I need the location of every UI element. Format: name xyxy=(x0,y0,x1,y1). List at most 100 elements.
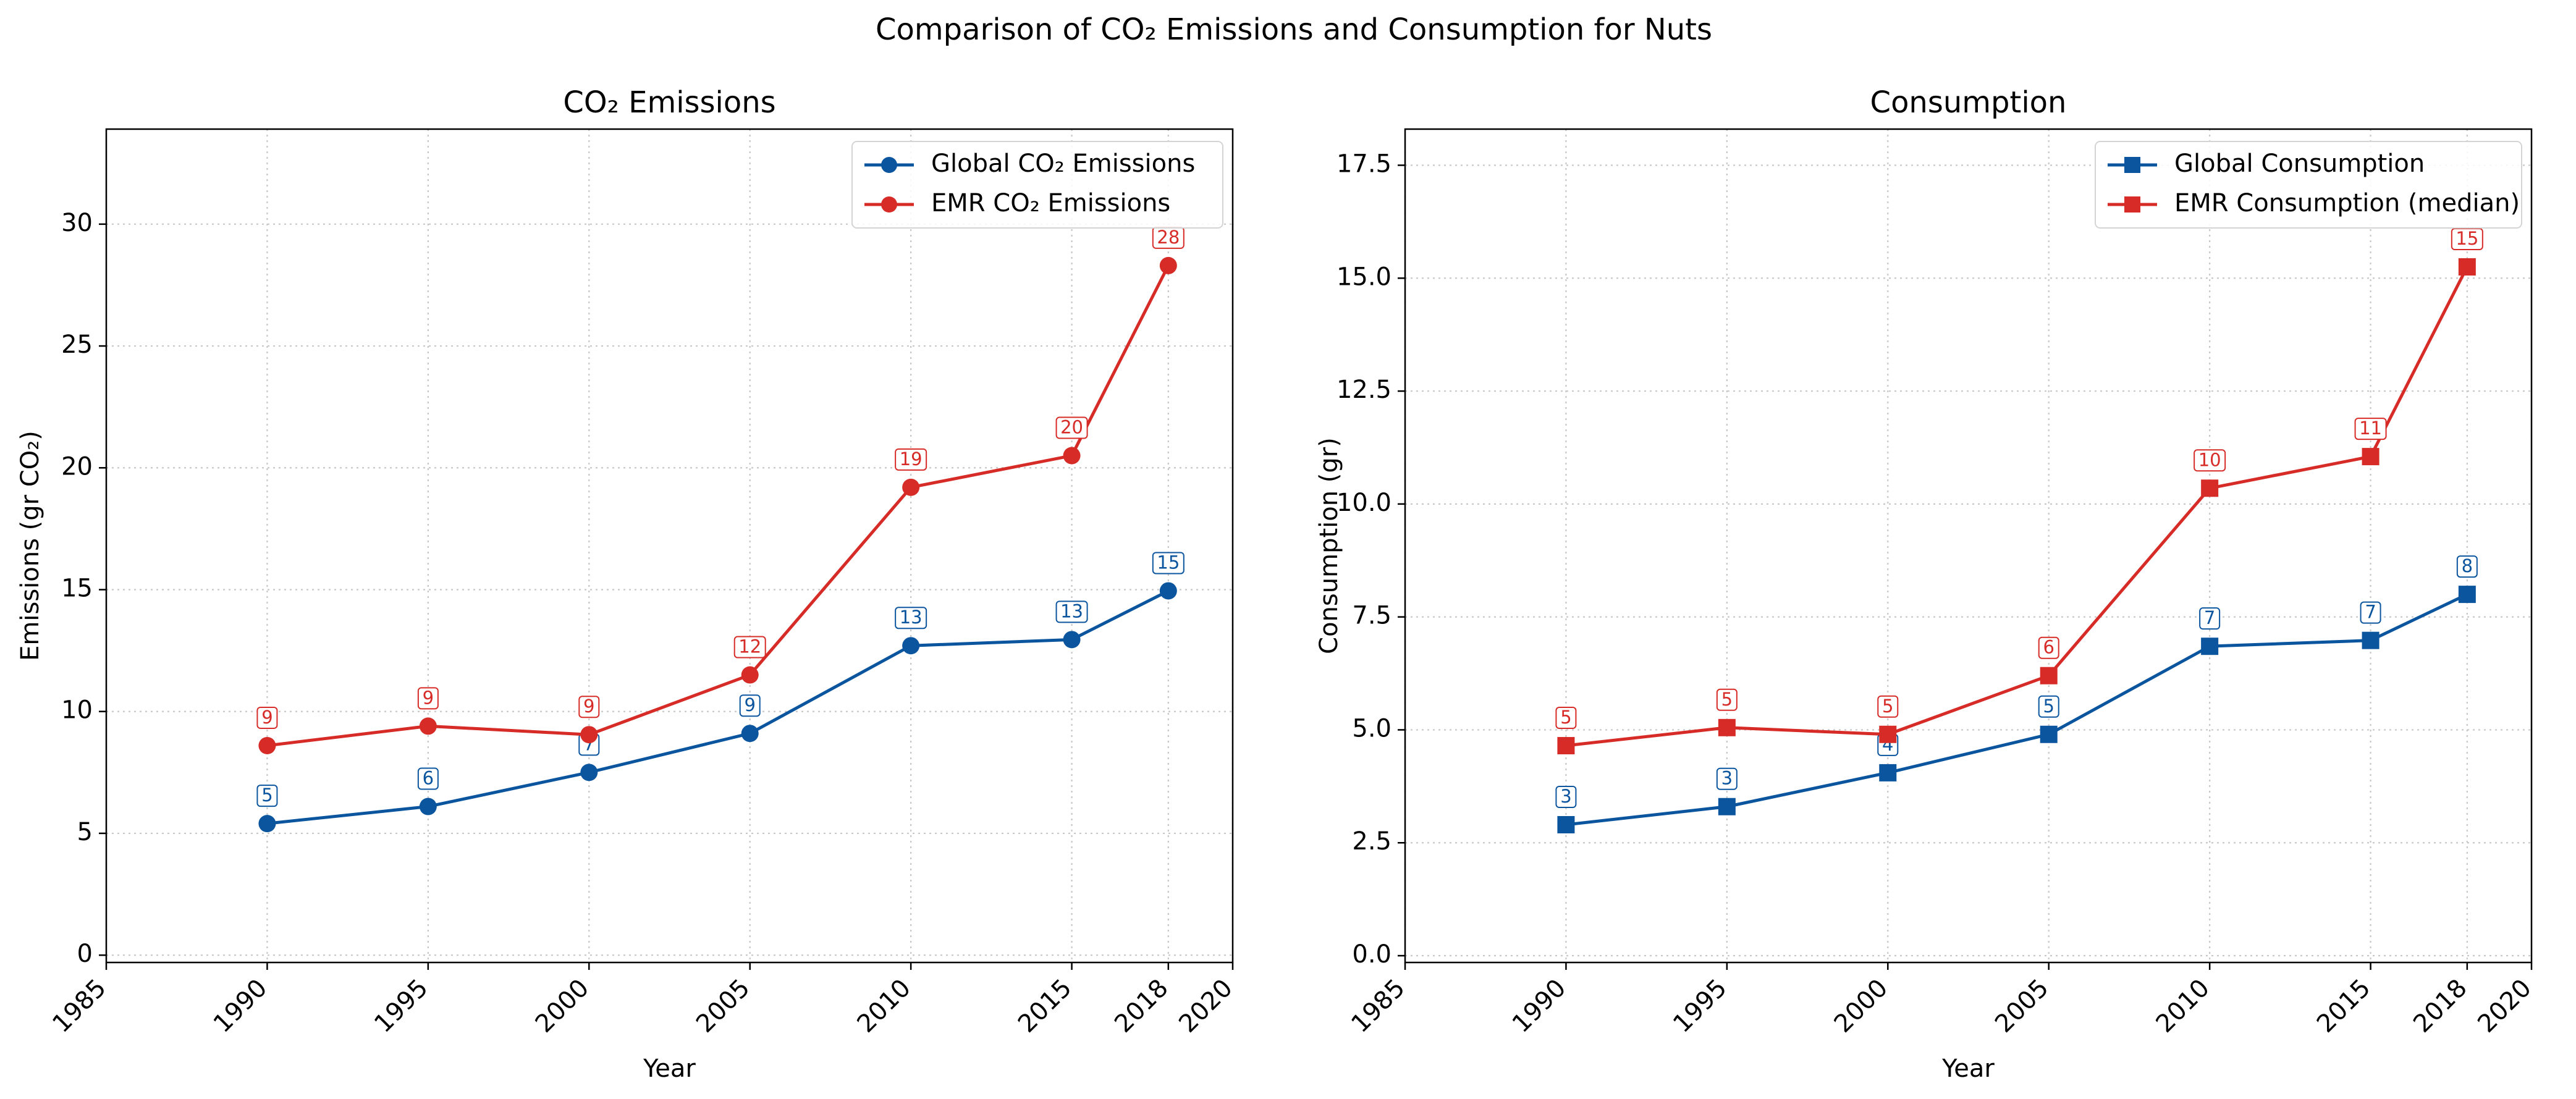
consumption-data-label: 7 xyxy=(2365,602,2376,623)
emissions-data-label-box xyxy=(895,448,927,471)
consumption-data-label-box xyxy=(2038,636,2059,659)
emissions-data-label-box xyxy=(895,607,927,630)
emissions-data-point xyxy=(580,726,598,744)
consumption-data-label: 6 xyxy=(2043,637,2054,658)
emissions-data-label: 5 xyxy=(261,785,272,806)
consumption-x-axis-label: Year xyxy=(1941,1055,1995,1083)
consumption-data-label: 7 xyxy=(2204,607,2215,628)
emissions-data-label: 12 xyxy=(738,636,761,657)
consumption-xtick-label: 2000 xyxy=(1829,974,1894,1038)
emissions-data-label-box xyxy=(417,767,439,790)
consumption-ytick-label: 7.5 xyxy=(1352,602,1391,630)
consumption-data-label: 8 xyxy=(2462,555,2473,576)
consumption-data-point xyxy=(1879,725,1897,743)
consumption-data-label-box xyxy=(2199,607,2221,630)
consumption-data-point xyxy=(1718,718,1736,736)
emissions-data-label-box xyxy=(256,706,278,729)
emissions-data-point xyxy=(258,815,276,833)
emissions-xtick-label: 2010 xyxy=(851,974,916,1038)
consumption-data-label: 10 xyxy=(2198,449,2221,470)
consumption-data-point xyxy=(2458,258,2476,276)
emissions-ytick-label: 25 xyxy=(61,331,93,359)
consumption-data-point xyxy=(1557,815,1575,833)
emissions-data-point xyxy=(741,666,759,684)
emissions-data-label-box xyxy=(739,694,761,717)
emissions-data-point xyxy=(1063,631,1081,649)
consumption-data-label: 3 xyxy=(1721,768,1733,789)
consumption-xtick-label: 2010 xyxy=(2150,974,2215,1038)
emissions-legend: Global CO₂ Emissions EMR CO₂ Emissions xyxy=(851,141,1223,229)
emissions-data-label-box xyxy=(733,636,766,659)
emissions-data-point xyxy=(902,478,920,496)
consumption-xtick-label: 2018 xyxy=(2408,974,2473,1038)
consumption-data-point xyxy=(2040,667,2058,684)
consumption-ytick-label: 17.5 xyxy=(1337,149,1391,178)
emissions-data-label-box xyxy=(417,687,439,710)
consumption-grid xyxy=(1404,129,2533,962)
emissions-ytick-label: 0 xyxy=(77,940,93,968)
consumption-xtick-label: 1990 xyxy=(1507,974,1572,1038)
consumption-chart: 1985 1990 1995 2000 2005 2010 2015 2018 2020 0.0 2… xyxy=(1315,85,2537,1083)
emissions-xtick-label: 2000 xyxy=(530,974,595,1038)
consumption-data-label: 5 xyxy=(2043,696,2054,717)
emissions-data-label: 20 xyxy=(1060,417,1083,438)
consumption-legend-label: EMR Consumption (median) xyxy=(2174,189,2520,217)
emissions-data-label-box xyxy=(578,696,600,718)
emissions-x-axis-label: Year xyxy=(643,1055,696,1083)
emissions-legend-marker xyxy=(881,157,897,173)
consumption-data-label-box xyxy=(2194,449,2226,472)
emissions-legend-label: EMR CO₂ Emissions xyxy=(931,189,1170,217)
consumption-data-point xyxy=(2362,448,2380,466)
consumption-ytick-label: 5.0 xyxy=(1352,714,1391,743)
consumption-legend-marker xyxy=(2124,157,2140,173)
consumption-legend: Global Consumption EMR Consumption (media… xyxy=(2095,141,2522,229)
emissions-ytick-label: 15 xyxy=(61,575,93,603)
consumption-data-label-box xyxy=(1555,785,1577,808)
emissions-data-point xyxy=(1159,582,1177,600)
emissions-xtick-label: 2020 xyxy=(1173,974,1238,1038)
emissions-legend-frame xyxy=(851,141,1223,229)
consumption-ytick-label: 10.0 xyxy=(1337,489,1391,517)
emissions-data-label: 28 xyxy=(1157,227,1180,248)
emissions-data-point xyxy=(741,725,759,743)
emissions-xtick-label: 2018 xyxy=(1109,974,1174,1038)
emissions-series-line xyxy=(267,264,1170,747)
emissions-data-point xyxy=(580,764,598,781)
consumption-data-point xyxy=(2040,725,2058,743)
consumption-data-point xyxy=(2362,631,2380,649)
consumption-data-point xyxy=(1557,737,1575,755)
consumption-legend-frame xyxy=(2095,141,2522,229)
consumption-series-emr: 5 5 5 6 10 11 15 xyxy=(1555,228,2483,755)
emissions-xtick-label: 1985 xyxy=(47,974,112,1038)
emissions-ytick-label: 20 xyxy=(61,452,93,481)
consumption-data-point xyxy=(2458,586,2476,604)
consumption-data-label-box xyxy=(2354,418,2387,440)
emissions-y-axis-label: Emissions (gr CO₂) xyxy=(16,431,44,661)
consumption-title: Consumption xyxy=(1870,85,2067,120)
consumption-series-line xyxy=(1566,266,2469,747)
consumption-ytick-label: 15.0 xyxy=(1337,263,1391,291)
consumption-data-label-box xyxy=(2360,601,2381,624)
consumption-data-label-box xyxy=(1877,695,1899,718)
emissions-data-point xyxy=(419,798,437,815)
emissions-data-point xyxy=(1063,447,1081,465)
consumption-xtick-label: 1995 xyxy=(1668,974,1733,1038)
consumption-ytick-label: 12.5 xyxy=(1337,376,1391,404)
consumption-series-line xyxy=(1566,592,2468,827)
consumption-data-point xyxy=(2201,479,2219,497)
consumption-legend-label: Global Consumption xyxy=(2174,149,2425,178)
consumption-xtick-label: 2015 xyxy=(2312,974,2376,1038)
emissions-ytick-label: 5 xyxy=(77,818,93,846)
consumption-data-point xyxy=(2201,638,2219,655)
consumption-ytick-label: 0.0 xyxy=(1352,940,1391,969)
consumption-xtick-label: 2005 xyxy=(1990,974,2054,1038)
emissions-data-label: 9 xyxy=(423,687,434,708)
emissions-data-label: 13 xyxy=(900,607,923,628)
emissions-xtick-label: 2015 xyxy=(1013,974,1078,1038)
emissions-data-label: 9 xyxy=(583,696,594,717)
emissions-data-label: 9 xyxy=(744,694,755,715)
emissions-chart: 1985 1990 1995 2000 2005 2010 2015 2018 20200510… xyxy=(16,85,1238,1083)
emissions-data-label-box xyxy=(256,785,278,807)
